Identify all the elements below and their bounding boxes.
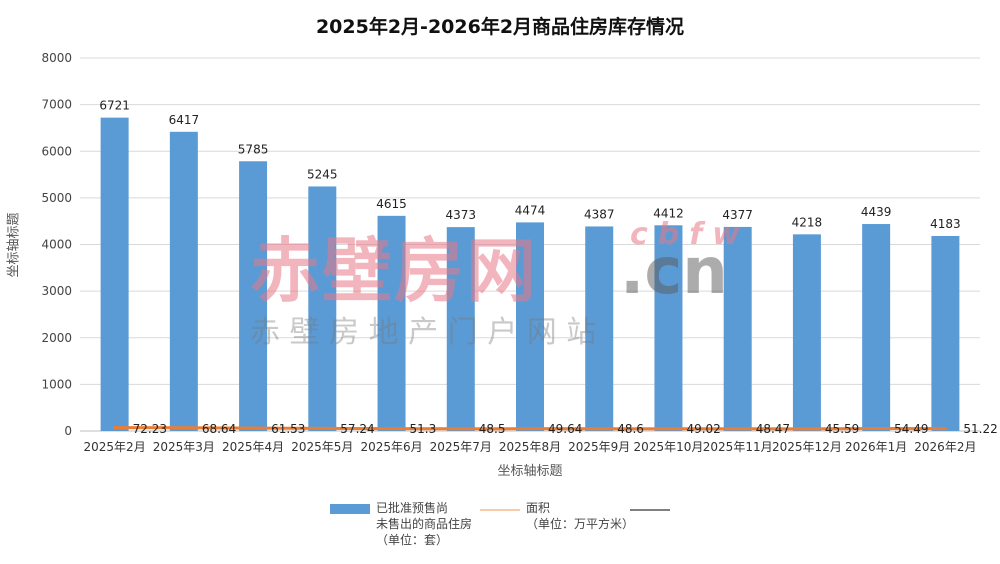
area-point [528, 427, 532, 431]
x-tick-label: 2025年5月 [291, 440, 353, 454]
bar [862, 224, 891, 431]
x-tick-label: 2025年7月 [430, 440, 492, 454]
y-tick-label: 8000 [41, 51, 72, 65]
area-value-label: 57.24 [340, 422, 374, 436]
bar-value-label: 5785 [238, 142, 269, 156]
area-value-label: 48.47 [756, 422, 790, 436]
legend-label-units: 已批准预售尚 未售出的商品住房 （单位：套） [376, 500, 472, 548]
area-point [874, 426, 878, 430]
legend-swatch-units [330, 504, 370, 514]
area-value-label: 61.53 [271, 422, 305, 436]
y-tick-label: 4000 [41, 238, 72, 252]
area-point [597, 427, 601, 431]
y-tick-label: 0 [64, 424, 72, 438]
area-value-label: 49.02 [686, 422, 720, 436]
area-value-label: 54.49 [894, 422, 928, 436]
bar-value-label: 6721 [99, 99, 130, 113]
area-point [251, 426, 255, 430]
chart-title: 2025年2月-2026年2月商品住房库存情况 [315, 16, 685, 38]
x-tick-label: 2025年12月 [772, 440, 842, 454]
bar [377, 215, 406, 431]
x-tick-label: 2026年1月 [845, 440, 907, 454]
bar-value-label: 4218 [792, 215, 823, 229]
legend-item-area: 面积 （单位：万平方米） [480, 500, 634, 532]
bar-value-label: 5245 [307, 167, 338, 181]
x-tick-label: 2025年10月 [634, 440, 704, 454]
bar [792, 234, 821, 431]
y-tick-label: 3000 [41, 284, 72, 298]
legend-area-line2: （单位：万平方米） [526, 517, 635, 531]
y-tick-label: 5000 [41, 191, 72, 205]
bar-value-label: 4373 [445, 208, 476, 222]
x-axis-title: 坐标轴标题 [497, 464, 562, 479]
bar [308, 186, 337, 431]
area-point [459, 427, 463, 431]
area-value-label: 68.64 [202, 422, 236, 436]
x-tick-label: 2025年4月 [222, 440, 284, 454]
legend-units-line3: （单位：套） [376, 533, 449, 547]
legend-label-area: 面积 （单位：万平方米） [526, 500, 634, 532]
bar-value-label: 4615 [376, 197, 407, 211]
bar [654, 225, 683, 431]
bar [931, 235, 960, 431]
area-point [805, 427, 809, 431]
area-value-label: 48.5 [479, 422, 506, 436]
bar [446, 227, 475, 431]
area-value-label: 48.6 [617, 422, 644, 436]
legend-swatch-third [630, 509, 670, 511]
area-value-label: 49.64 [548, 422, 582, 436]
x-tick-label: 2025年9月 [568, 440, 630, 454]
y-tick-label: 2000 [41, 331, 72, 345]
bar [100, 117, 129, 432]
bar-value-label: 4474 [515, 203, 546, 217]
bar [169, 131, 198, 431]
bar-value-label: 4439 [861, 205, 892, 219]
legend-item-units: 已批准预售尚 未售出的商品住房 （单位：套） [330, 500, 472, 548]
bar-value-label: 6417 [169, 113, 200, 127]
legend-item-third [630, 500, 676, 511]
y-tick-label: 6000 [41, 144, 72, 158]
bar [723, 226, 752, 431]
area-point [736, 427, 740, 431]
area-value-label: 51.22 [963, 422, 997, 436]
area-value-label: 45.59 [825, 422, 859, 436]
bar [585, 226, 614, 431]
bar [516, 222, 544, 431]
area-point [320, 426, 324, 430]
area-point [666, 427, 670, 431]
chart-plot: 0 1000 2000 3000 4000 5000 6000 7000 8000 6721 641… [41, 51, 997, 479]
bar [239, 161, 268, 432]
bar-value-label: 4377 [722, 208, 753, 222]
bar-value-label: 4183 [930, 217, 961, 231]
bar-value-label: 4387 [584, 207, 615, 221]
bar-value-label: 4412 [653, 206, 684, 220]
area-point [943, 427, 947, 431]
x-tick-label: 2025年8月 [499, 440, 561, 454]
area-point [113, 426, 117, 430]
area-point [182, 426, 186, 430]
legend-units-line2: 未售出的商品住房 [376, 517, 473, 531]
legend-units-line1: 已批准预售尚 [376, 501, 449, 515]
area-point [390, 427, 394, 431]
x-tick-label: 2025年11月 [703, 440, 773, 454]
legend-area-line1: 面积 [526, 501, 551, 515]
x-tick-label: 2025年3月 [153, 440, 215, 454]
y-tick-label: 7000 [41, 98, 72, 112]
area-value-label: 51.3 [410, 422, 437, 436]
y-tick-label: 1000 [41, 377, 72, 391]
x-tick-label: 2026年2月 [914, 440, 976, 454]
area-value-label: 72.23 [133, 422, 167, 436]
legend-swatch-area [480, 509, 520, 511]
x-tick-label: 2025年2月 [84, 440, 146, 454]
legend: 已批准预售尚 未售出的商品住房 （单位：套） 面积 （单位：万平方米） [330, 500, 750, 560]
x-tick-label: 2025年6月 [360, 440, 422, 454]
